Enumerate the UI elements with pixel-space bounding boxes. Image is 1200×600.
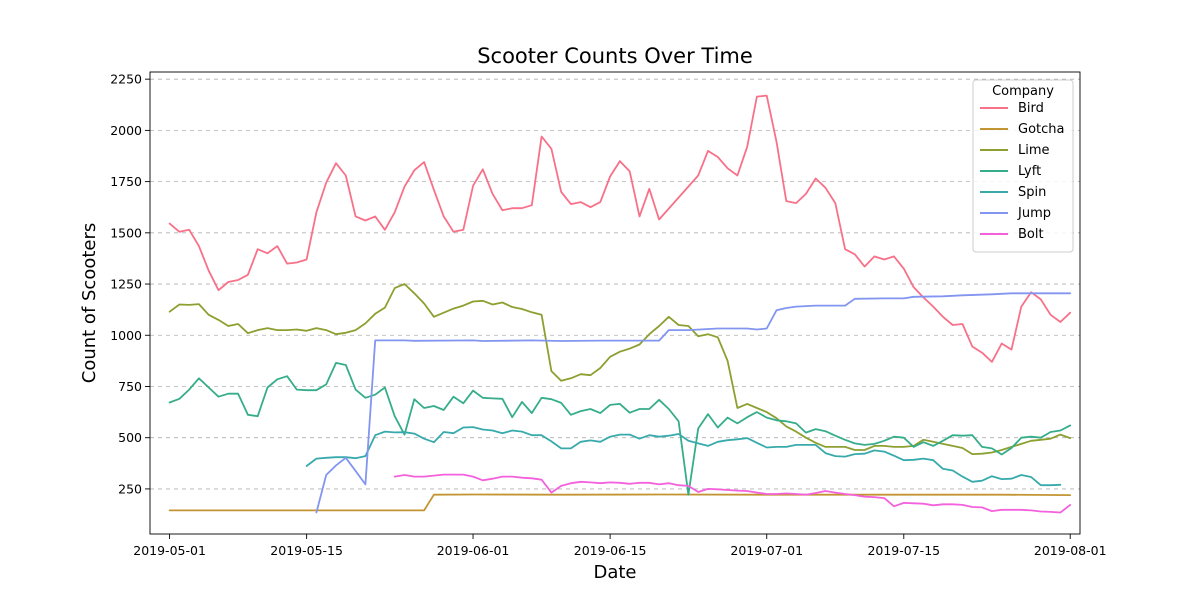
legend-label-jump: Jump	[1017, 206, 1051, 221]
y-tick-label: 1750	[110, 174, 142, 189]
x-tick-label: 2019-05-01	[133, 543, 206, 558]
tick-labels: 250 500 750 1000 1250 1500 1750 2000 2250 2019-05…	[110, 72, 1106, 558]
y-tick-label: 1500	[110, 225, 142, 240]
legend-label-lyft: Lyft	[1018, 164, 1041, 179]
y-tick-label: 1250	[110, 277, 142, 292]
legend-label-spin: Spin	[1018, 185, 1046, 200]
legend-box	[972, 79, 1074, 253]
y-tick-label: 2250	[110, 72, 142, 87]
legend-label-gotcha: Gotcha	[1018, 122, 1064, 137]
chart-title: Scooter Counts Over Time	[477, 44, 753, 68]
y-tick-label: 2000	[110, 123, 142, 138]
y-tick-label: 500	[118, 430, 142, 445]
legend-title: Company	[992, 84, 1054, 99]
x-tick-label: 2019-06-15	[574, 543, 647, 558]
plot-area-frame	[149, 71, 1081, 535]
x-tick-label: 2019-07-15	[867, 543, 940, 558]
x-axis-label: Date	[593, 562, 636, 583]
x-tick-label: 2019-05-15	[270, 543, 343, 558]
legend-label-bolt: Bolt	[1018, 227, 1044, 242]
y-tick-label: 750	[118, 379, 142, 394]
y-tick-label: 1000	[110, 328, 142, 343]
x-tick-label: 2019-08-01	[1034, 543, 1107, 558]
series-line-lyft	[168, 361, 1072, 496]
legend: Company Bird Gotcha Lime Lyft Spin Jump Bolt	[972, 79, 1074, 253]
gridlines	[150, 78, 1080, 490]
x-tick-label: 2019-06-01	[437, 543, 510, 558]
series-line-jump	[315, 292, 1072, 514]
legend-label-lime: Lime	[1018, 143, 1050, 158]
x-tick-label: 2019-07-01	[730, 543, 803, 558]
series-line-spin	[305, 426, 1062, 487]
series-lines	[168, 94, 1072, 514]
y-axis-label: Count of Scooters	[79, 223, 100, 384]
series-line-bolt	[393, 473, 1072, 514]
series-line-gotcha	[168, 493, 1072, 512]
series-line-lime	[168, 283, 1072, 456]
y-tick-label: 250	[118, 481, 142, 496]
legend-items: Bird Gotcha Lime Lyft Spin Jump Bolt	[980, 101, 1064, 242]
legend-label-bird: Bird	[1018, 101, 1044, 116]
axes	[149, 71, 1081, 535]
series-line-bird	[168, 94, 1072, 363]
